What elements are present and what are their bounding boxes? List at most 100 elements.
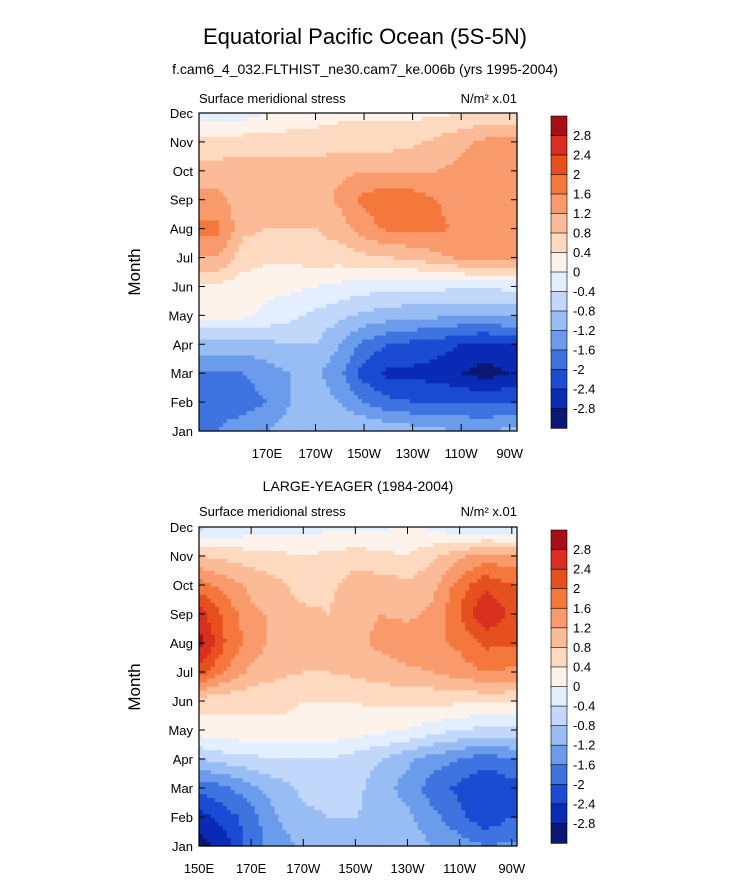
heatmap-cell (214, 291, 220, 297)
heatmap-cell (246, 287, 252, 293)
heatmap-cell (218, 136, 224, 142)
heatmap-cell (433, 200, 439, 206)
heatmap-cell (381, 244, 387, 249)
heatmap-cell (350, 331, 355, 337)
heatmap-cell (202, 252, 208, 257)
heatmap-cell (461, 160, 466, 166)
heatmap-cell (274, 343, 280, 349)
heatmap-cell (389, 248, 395, 253)
heatmap-cell (421, 192, 427, 198)
heatmap-cell (465, 168, 470, 174)
heatmap-cell (199, 200, 204, 206)
heatmap-cell (274, 128, 280, 134)
heatmap-cell (441, 192, 447, 198)
heatmap-cell (258, 200, 264, 206)
heatmap-cell (290, 236, 296, 241)
heatmap-cell (246, 244, 252, 249)
heatmap-cell (334, 200, 339, 206)
heatmap-cell (266, 172, 272, 178)
heatmap-cell (214, 272, 220, 277)
heatmap-cell (218, 220, 224, 225)
heatmap-cell (481, 212, 486, 217)
heatmap-cell (342, 120, 347, 126)
heatmap-cell (457, 168, 462, 174)
heatmap-cell (401, 291, 407, 297)
heatmap-cell (457, 144, 462, 150)
heatmap-cell (401, 248, 407, 253)
heatmap-cell (314, 347, 319, 353)
heatmap-cell (346, 144, 351, 150)
heatmap-cell (230, 339, 236, 345)
heatmap-cell (505, 148, 510, 154)
heatmap-cell (246, 272, 252, 277)
heatmap-cell (238, 192, 244, 198)
heatmap-cell (234, 152, 240, 158)
heatmap-cell (266, 331, 272, 337)
heatmap-cell (294, 335, 299, 341)
heatmap-cell (330, 204, 335, 210)
heatmap-cell (441, 303, 447, 309)
heatmap-cell (505, 272, 510, 277)
heatmap-cell (425, 339, 431, 345)
heatmap-cell (294, 176, 299, 182)
heatmap-cell (290, 355, 296, 361)
heatmap-cell (429, 319, 435, 325)
heatmap-cell (342, 311, 347, 317)
heatmap-cell (330, 248, 335, 253)
heatmap-cell (401, 303, 407, 309)
heatmap-cell (405, 323, 411, 329)
heatmap-cell (242, 347, 248, 353)
heatmap-cell (322, 196, 327, 202)
heatmap-cell (274, 220, 280, 225)
heatmap-cell (342, 347, 347, 353)
heatmap-cell (465, 216, 470, 221)
heatmap-cell (230, 307, 236, 313)
heatmap-cell (354, 311, 359, 317)
heatmap-cell (433, 140, 439, 146)
heatmap-cell (413, 164, 419, 170)
heatmap-cell (377, 351, 383, 357)
heatmap-cell (242, 176, 248, 182)
heatmap-cell (465, 132, 470, 138)
heatmap-cell (501, 260, 506, 265)
heatmap-cell (497, 347, 502, 353)
heatmap-cell (369, 283, 375, 289)
heatmap-cell (214, 311, 220, 317)
heatmap-cell (238, 272, 244, 277)
heatmap-cell (358, 275, 363, 281)
heatmap-cell (421, 172, 427, 178)
heatmap-cell (457, 224, 462, 229)
heatmap-cell (501, 124, 506, 130)
heatmap-cell (298, 124, 303, 130)
heatmap-cell (274, 351, 280, 357)
heatmap-cell (505, 196, 510, 202)
heatmap-cell (298, 279, 303, 285)
heatmap-cell (365, 140, 371, 146)
heatmap-cell (234, 323, 240, 329)
heatmap-cell (453, 291, 458, 297)
heatmap-cell (393, 192, 399, 198)
heatmap-cell (346, 184, 351, 190)
heatmap-cell (417, 152, 423, 158)
heatmap-cell (389, 196, 395, 202)
heatmap-cell (274, 148, 280, 154)
heatmap-cell (346, 208, 351, 213)
heatmap-cell (334, 208, 339, 213)
heatmap-cell (497, 279, 502, 285)
heatmap-cell (206, 236, 212, 241)
heatmap-cell (497, 303, 502, 309)
heatmap-cell (262, 359, 268, 365)
heatmap-cell (465, 303, 470, 309)
heatmap-cell (429, 279, 435, 285)
heatmap-cell (202, 113, 208, 118)
heatmap-cell (246, 228, 252, 233)
heatmap-cell (354, 116, 359, 122)
heatmap-cell (262, 120, 268, 126)
heatmap-cell (449, 331, 455, 337)
heatmap-cell (389, 327, 395, 333)
heatmap-cell (234, 144, 240, 150)
heatmap-cell (294, 355, 299, 361)
heatmap-cell (294, 287, 299, 293)
heatmap-cell (449, 148, 455, 154)
heatmap-cell (346, 188, 351, 194)
